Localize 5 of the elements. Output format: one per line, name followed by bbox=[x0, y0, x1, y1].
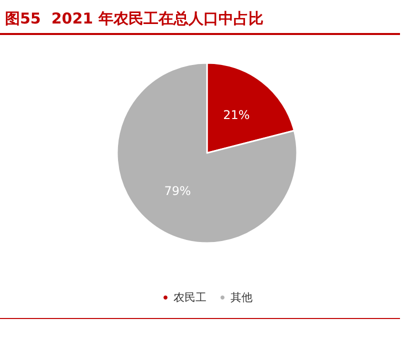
chart-title: 图55 2021 年农民工在总人口中占比 bbox=[5, 10, 264, 28]
data-label: 79% bbox=[164, 184, 191, 198]
data-label: 21% bbox=[223, 108, 250, 122]
legend-label: 其他 bbox=[230, 291, 252, 304]
legend-label: 农民工 bbox=[174, 291, 206, 304]
